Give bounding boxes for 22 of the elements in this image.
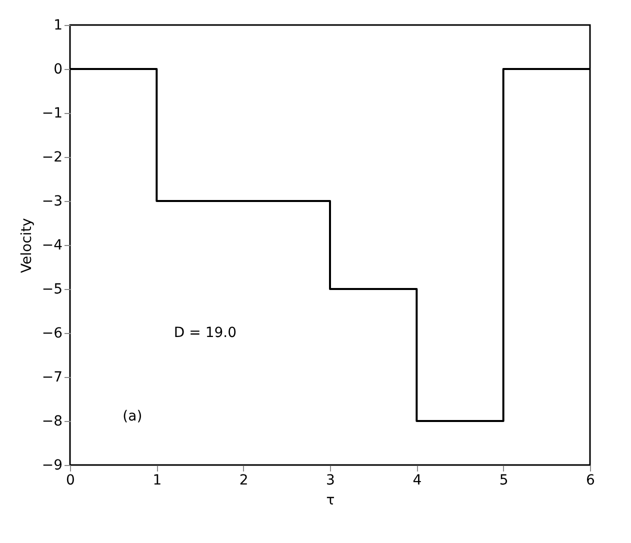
y-tick-label: −1 (42, 106, 62, 122)
y-axis-title: Velocity (18, 218, 35, 273)
y-tick-label: 1 (54, 18, 62, 34)
x-tick-label: 6 (586, 472, 596, 488)
x-tick-label: 1 (152, 472, 162, 488)
y-tick-label: −7 (42, 370, 62, 386)
x-tick-label: 2 (239, 472, 248, 488)
x-tick-label: 4 (412, 472, 422, 488)
annotation: D = 19.0 (174, 325, 236, 341)
y-tick-label: 0 (54, 62, 62, 78)
y-tick-label: −5 (42, 282, 62, 298)
y-tick-label: −2 (42, 150, 62, 166)
x-tick-label: 3 (326, 472, 335, 488)
x-axis-title: τ (326, 492, 335, 508)
x-tick-label: 5 (499, 472, 508, 488)
y-tick-label: −9 (42, 458, 62, 474)
x-tick-label: 0 (66, 472, 75, 488)
y-tick-label: −8 (42, 414, 62, 430)
y-tick-label: −3 (42, 194, 62, 210)
y-tick-label: −4 (42, 238, 63, 254)
annotation: (a) (122, 408, 142, 425)
y-tick-label: −6 (42, 326, 63, 342)
